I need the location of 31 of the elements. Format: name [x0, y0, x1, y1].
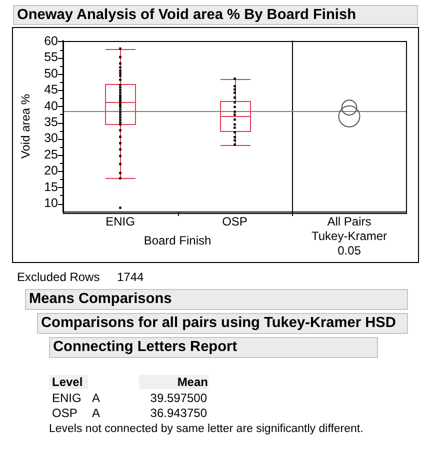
text: Levels not connected by same letter are significantly different.	[49, 422, 364, 436]
x-tick-label: All Pairs Tukey-Kramer 0.05	[311, 214, 388, 258]
y-tick-label: 10	[44, 196, 58, 210]
x-axis-title: Board Finish	[144, 233, 212, 248]
text: Mean	[139, 375, 209, 389]
text: ENIG	[52, 391, 82, 405]
text: OSP	[52, 406, 78, 420]
text: A	[92, 391, 100, 405]
text: Means Comparisons	[25, 289, 408, 310]
y-tick-label: 30	[44, 131, 58, 146]
y-tick-label: 60	[44, 34, 58, 48]
y-axis-title: Void area %	[18, 94, 33, 159]
y-tick-label: 15	[44, 180, 58, 194]
y-tick-label: 40	[44, 98, 58, 113]
text: 39.597500	[149, 391, 208, 405]
text: Connecting Letters Report	[49, 337, 378, 358]
text: A	[92, 406, 100, 420]
y-tick-label: 45	[44, 82, 58, 97]
y-tick-label: 20	[44, 164, 58, 178]
text: Excluded Rows	[17, 270, 100, 284]
y-tick-label: 50	[44, 66, 58, 80]
y-tick-label: 55	[44, 50, 58, 64]
chart-title: Oneway Analysis of Void area % By Board Finish	[13, 5, 418, 25]
text: 1744	[117, 270, 144, 284]
y-tick-label: 25	[44, 147, 58, 162]
y-tick-label: 35	[44, 114, 58, 129]
text: Comparisons for all pairs using Tukey-Kramer HSD	[37, 313, 408, 334]
text: Level	[49, 375, 88, 389]
text: 36.943750	[149, 406, 208, 420]
x-tick-label: OSP	[222, 214, 248, 229]
x-tick-label: ENIG	[106, 214, 135, 229]
